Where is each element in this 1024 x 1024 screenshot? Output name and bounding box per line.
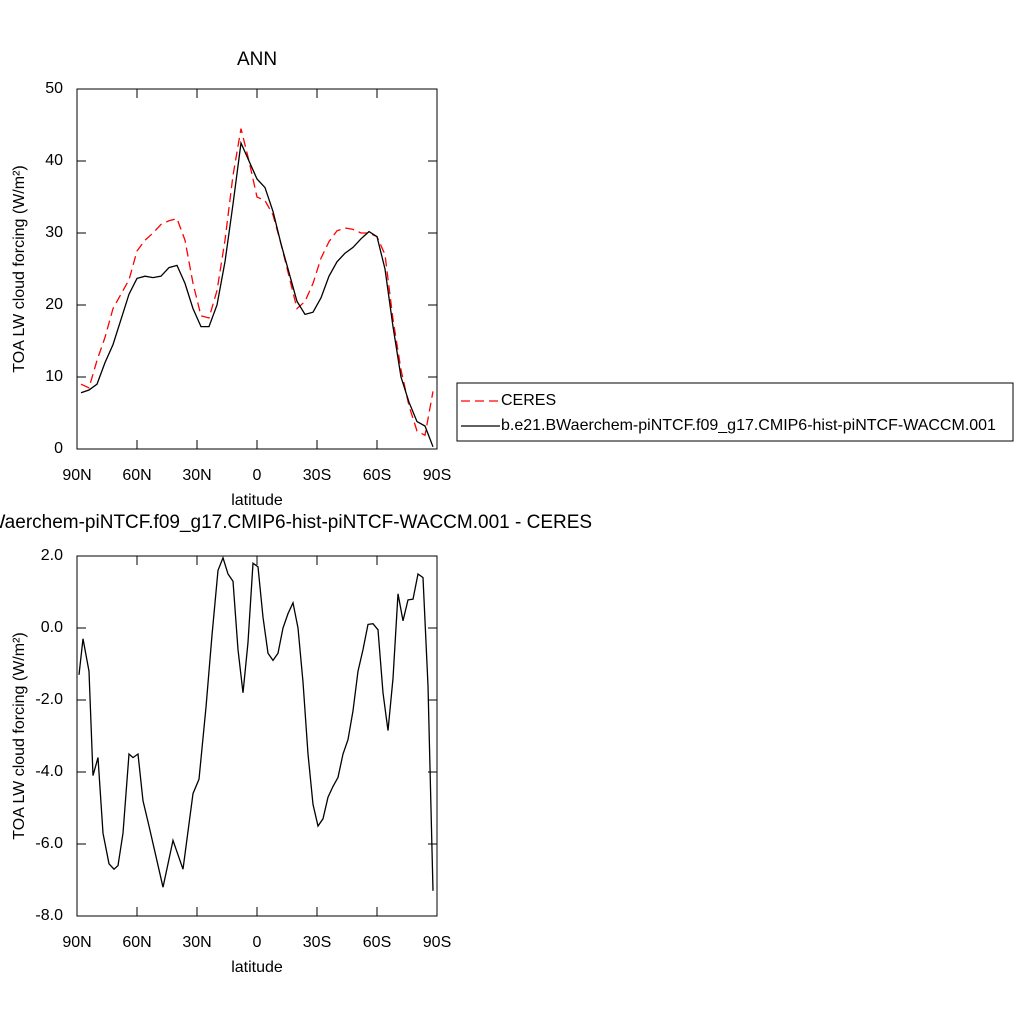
y-tick-label: 20 [45, 296, 63, 313]
x-tick-label: 60N [122, 467, 151, 484]
y-tick-label: 0.0 [41, 619, 63, 636]
y-axis-label: TOA LW cloud forcing (W/m²) [11, 165, 28, 372]
y-tick-label: -6.0 [35, 835, 63, 852]
y-tick-label: 0 [54, 440, 63, 457]
x-tick-label: 30S [303, 467, 331, 484]
y-tick-label: 2.0 [41, 547, 63, 564]
x-tick-label: 60N [122, 934, 151, 951]
y-axis-label: TOA LW cloud forcing (W/m²) [11, 632, 28, 839]
legend-label: b.e21.BWaerchem-piNTCF.f09_g17.CMIP6-his… [501, 417, 996, 434]
y-tick-label: 50 [45, 80, 63, 97]
x-tick-label: 60S [363, 467, 391, 484]
y-tick-label: 30 [45, 224, 63, 241]
x-axis-label: latitude [231, 492, 283, 509]
chart-title: ANN [237, 49, 277, 70]
x-tick-label: 30S [303, 934, 331, 951]
x-tick-label: 0 [253, 467, 262, 484]
x-tick-label: 90N [62, 467, 91, 484]
x-tick-label: 90S [423, 934, 451, 951]
x-tick-label: 0 [253, 934, 262, 951]
legend-label: CERES [501, 392, 556, 409]
x-tick-label: 90N [62, 934, 91, 951]
y-tick-label: -2.0 [35, 691, 63, 708]
y-tick-label: 40 [45, 152, 63, 169]
x-tick-label: 30N [182, 934, 211, 951]
x-tick-label: 60S [363, 934, 391, 951]
x-axis-label: latitude [231, 959, 283, 976]
legend-box [456, 382, 1014, 442]
data-line [78, 555, 434, 891]
y-tick-label: 10 [45, 368, 63, 385]
data-line [80, 140, 434, 448]
y-tick-label: -8.0 [35, 907, 63, 924]
y-tick-label: -4.0 [35, 763, 63, 780]
x-tick-label: 90S [423, 467, 451, 484]
x-tick-label: 30N [182, 467, 211, 484]
chart-title: b.e21.BWaerchem-piNTCF.f09_g17.CMIP6-his… [0, 512, 592, 533]
